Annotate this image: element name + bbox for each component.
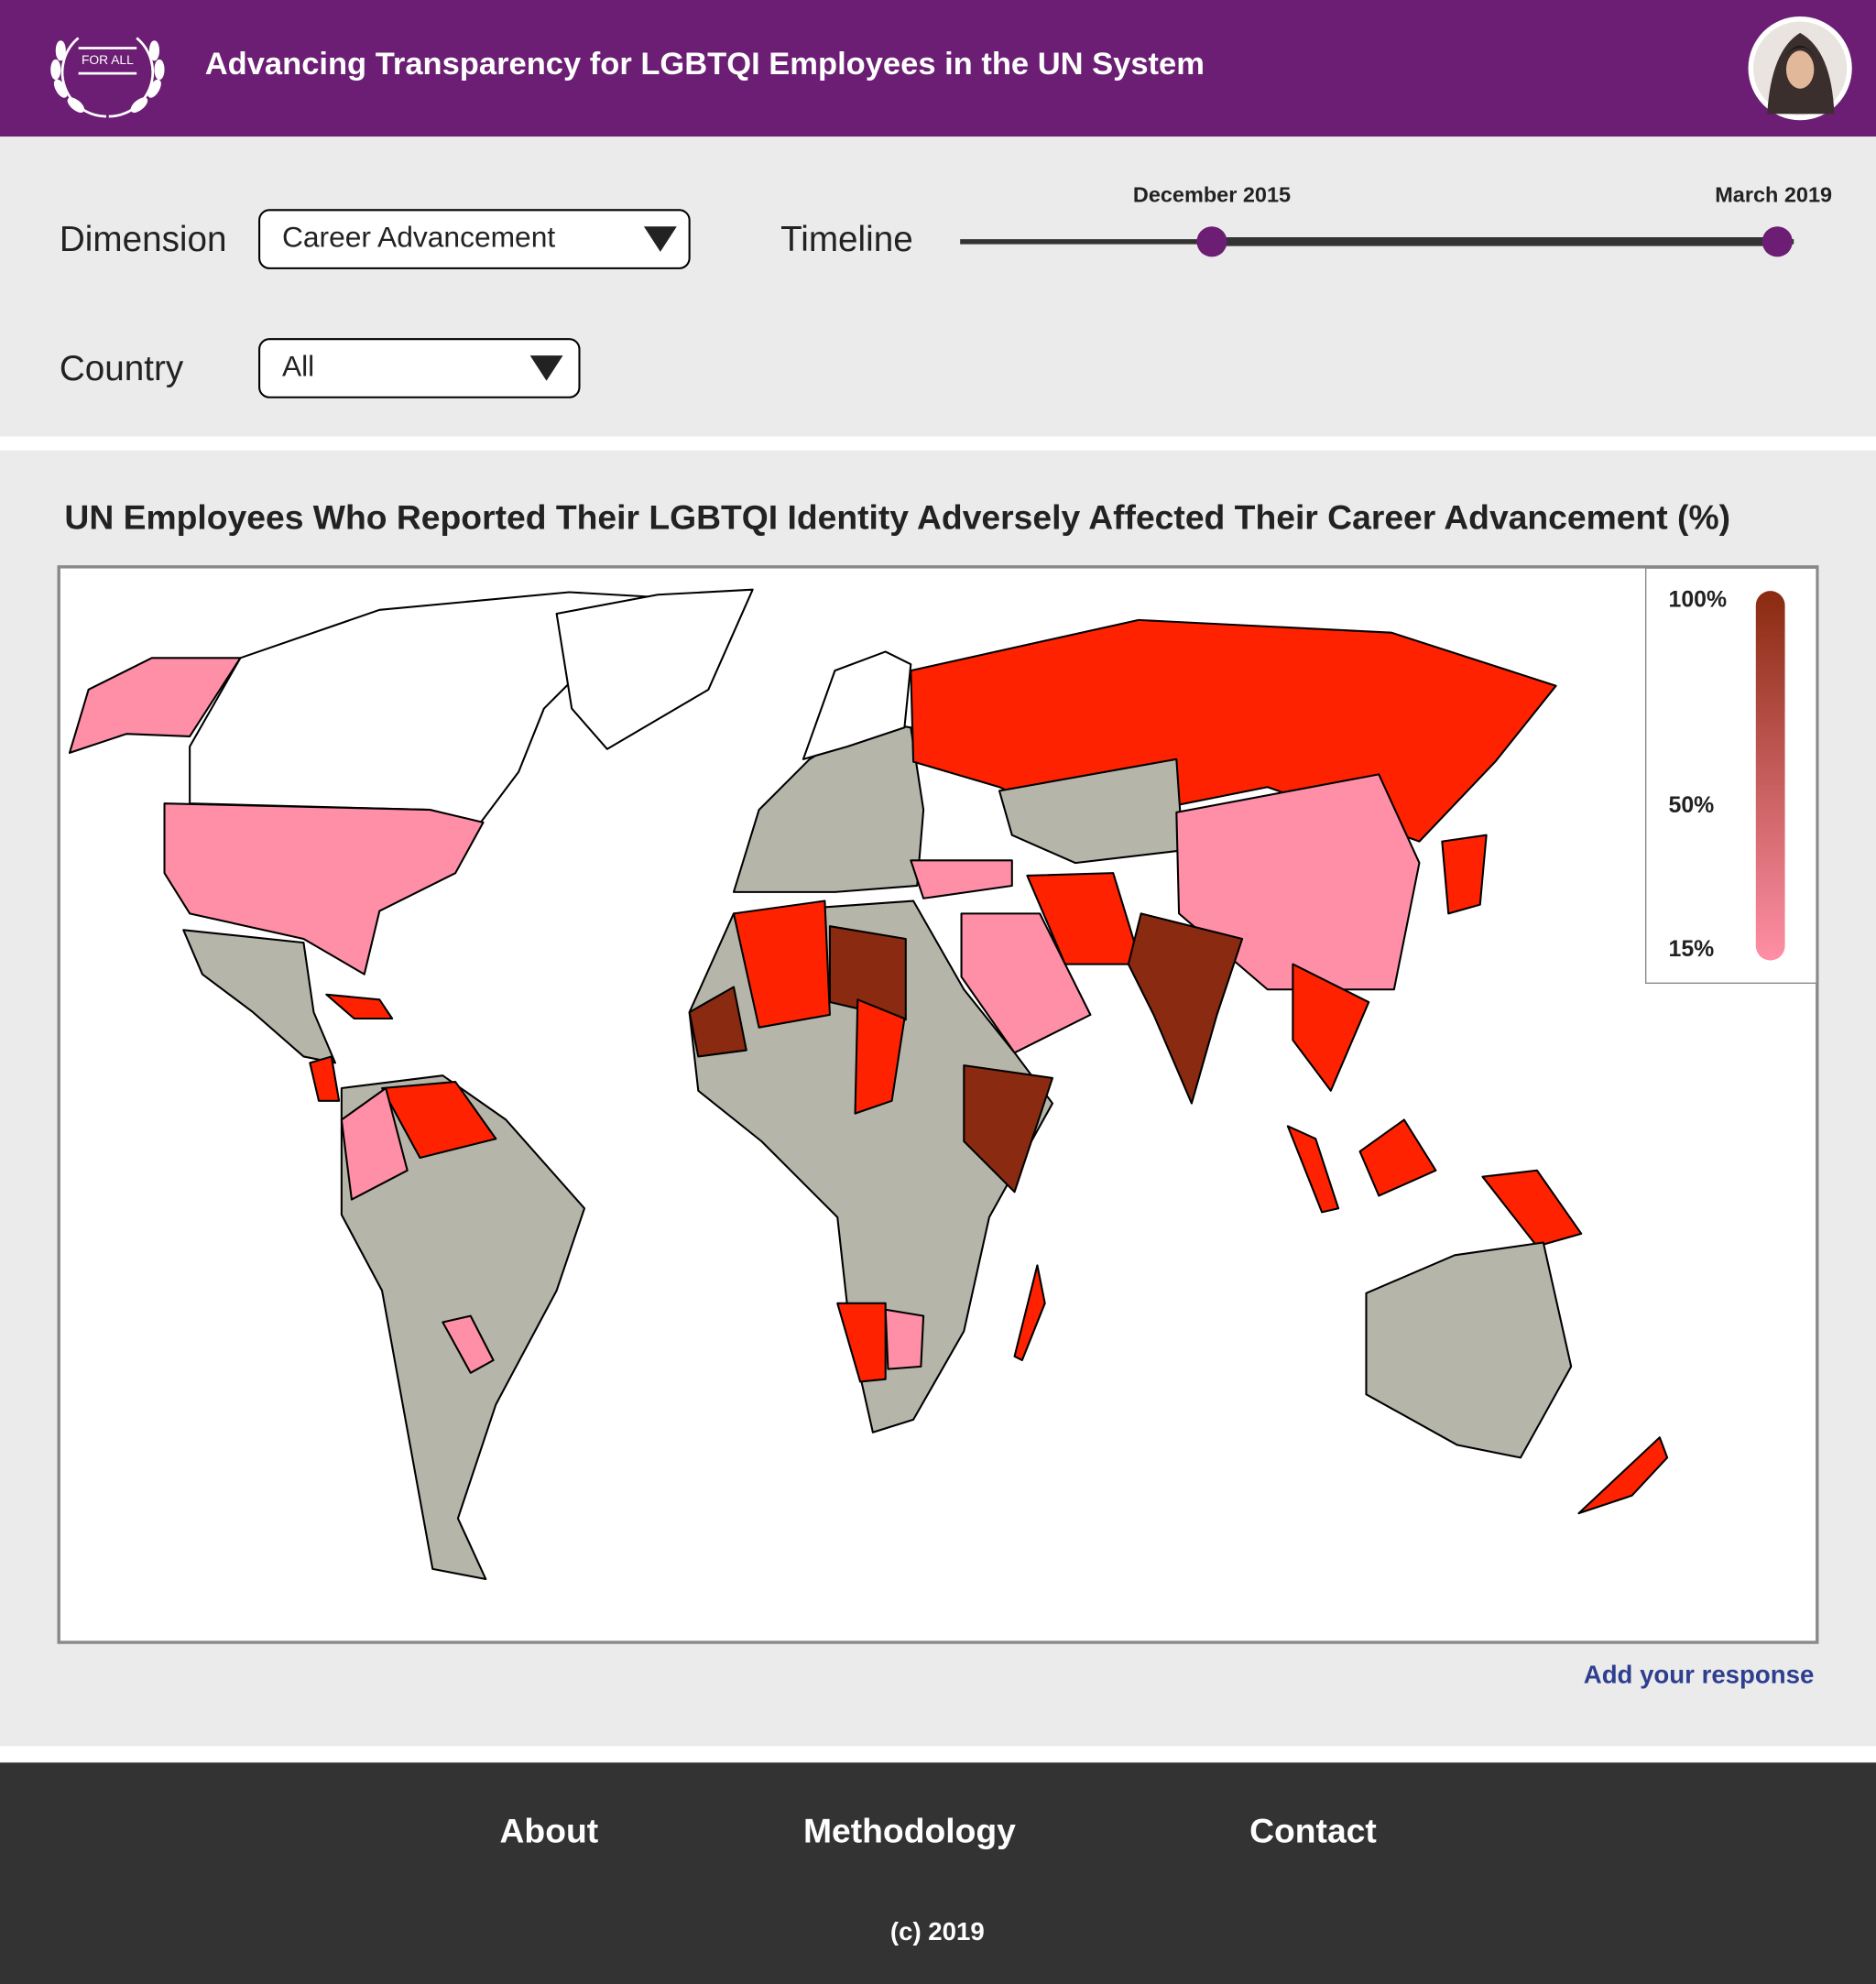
central-asia	[998, 758, 1184, 865]
mauritania	[688, 986, 747, 1058]
header-bar	[0, 0, 1876, 137]
add-response-link[interactable]: Add your response	[1584, 1661, 1815, 1689]
timeline-start-label: December 2015	[1133, 182, 1291, 206]
logo	[50, 37, 165, 118]
world-map	[68, 588, 1669, 1580]
dimension-label: Dimension	[60, 220, 227, 259]
europe	[732, 720, 925, 893]
new-zealand	[1577, 1436, 1669, 1515]
turkey	[910, 859, 1013, 899]
new-guinea	[1481, 1169, 1583, 1248]
footer-link[interactable]: Methodology	[803, 1811, 1016, 1849]
angola	[836, 1302, 887, 1383]
chad	[854, 998, 906, 1115]
site-title: Advancing Transparency for LGBTQI Employ…	[205, 47, 1205, 82]
legend-tick-label: 50%	[1669, 792, 1715, 818]
footer	[0, 1762, 1876, 1984]
central-america	[309, 1055, 341, 1102]
africa	[688, 899, 1054, 1433]
usa	[163, 802, 485, 976]
dimension-dropdown[interactable]	[258, 209, 691, 269]
australia	[1365, 1241, 1573, 1459]
timeline-end-knob[interactable]	[1761, 226, 1793, 257]
paraguay	[442, 1314, 495, 1374]
colombia	[340, 1086, 409, 1201]
map-title: UN Employees Who Reported Their LGBTQI I…	[64, 498, 1730, 537]
venezuela	[381, 1081, 497, 1159]
indochina	[1292, 963, 1370, 1092]
japan	[1441, 834, 1488, 915]
country-label: Country	[60, 349, 184, 388]
country-dropdown[interactable]	[258, 338, 581, 398]
india	[1127, 912, 1244, 1105]
sumatra	[1286, 1125, 1340, 1214]
country-value: All	[282, 349, 314, 382]
footer-link[interactable]: Contact	[1249, 1811, 1377, 1849]
alaska	[68, 657, 242, 754]
timeline-end-label: March 2019	[1715, 182, 1832, 206]
cuba	[325, 993, 394, 1020]
horn-of-africa	[963, 1064, 1054, 1194]
libya	[828, 925, 907, 1021]
copyright: (c) 2019	[890, 1917, 985, 1946]
madagascar	[1013, 1264, 1046, 1362]
legend-tick-label: 100%	[1669, 587, 1728, 613]
borneo	[1358, 1118, 1437, 1197]
botswana	[884, 1308, 925, 1370]
china	[1175, 773, 1421, 991]
footer-link[interactable]: About	[500, 1811, 599, 1849]
avatar[interactable]	[1748, 16, 1852, 121]
greenland	[555, 588, 754, 750]
algeria	[732, 899, 831, 1029]
legend-tick-label: 15%	[1669, 936, 1715, 962]
arabia	[960, 912, 1092, 1054]
timeline-label: Timeline	[780, 220, 913, 259]
dimension-value: Career Advancement	[282, 220, 555, 253]
canada	[189, 591, 660, 823]
logo-text: FOR ALL	[82, 52, 134, 67]
scandinavia	[802, 650, 912, 760]
legend-gradient	[1755, 591, 1785, 961]
timeline-start-knob[interactable]	[1196, 226, 1227, 257]
legend: 100% 50% 15%	[1669, 587, 1785, 962]
legend-box	[1644, 567, 1817, 985]
